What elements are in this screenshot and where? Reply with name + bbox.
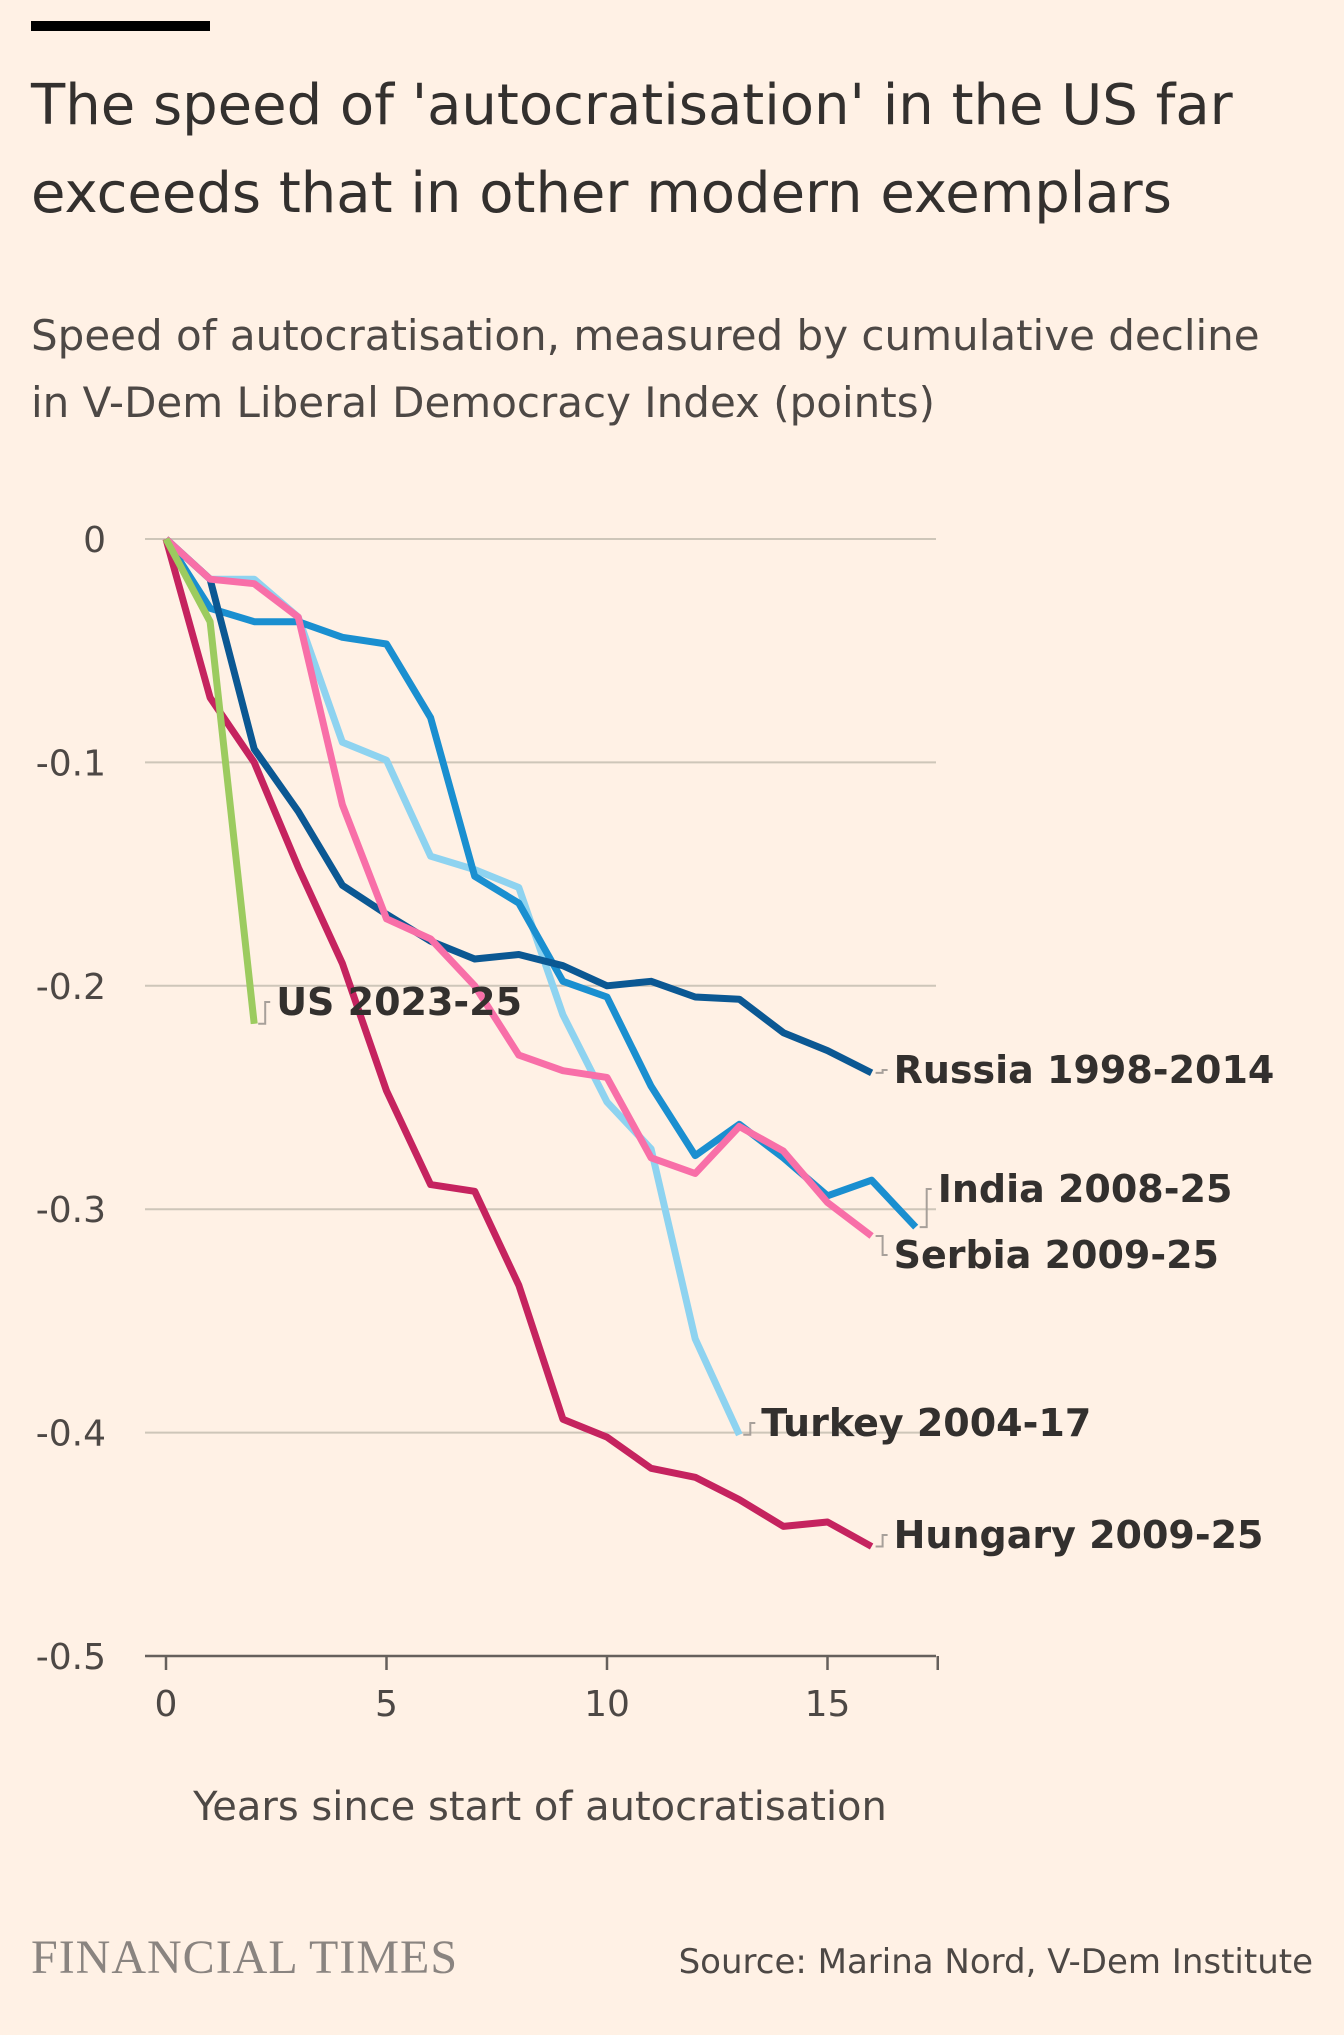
label-leader <box>875 1534 888 1548</box>
series-label-serbia: Serbia 2009-25 <box>894 1233 1219 1277</box>
series-line-russia <box>163 536 874 1077</box>
chart-subtitle: Speed of autocratisation, measured by cu… <box>31 311 1260 427</box>
label-leader <box>875 1069 888 1074</box>
series-label-india: India 2008-25 <box>938 1167 1233 1211</box>
x-tick-label: 5 <box>375 1684 398 1725</box>
line-chart: 0 -0.1 -0.2 -0.3 -0.4 -0.5 0 5 10 15 Years since s… <box>36 520 1275 1830</box>
series-label-russia: Russia 1998-2014 <box>894 1048 1275 1092</box>
page-title: The speed of 'autocratisation' in the US… <box>31 73 1233 226</box>
series-line-india <box>163 537 919 1230</box>
x-axis-label: Years since start of autocratisation <box>192 1784 887 1830</box>
series-line-serbia <box>163 536 874 1239</box>
label-leader <box>258 1001 271 1025</box>
series-line-hungary <box>162 538 874 1550</box>
series-label-hungary: Hungary 2009-25 <box>894 1513 1264 1557</box>
series-line-us <box>162 537 258 1025</box>
y-tick-label: -0.4 <box>36 1414 106 1455</box>
x-tick-label: 0 <box>155 1684 178 1725</box>
ft-logo: FINANCIAL TIMES <box>31 1931 459 1984</box>
y-tick-label: -0.5 <box>36 1637 106 1678</box>
series-label-us: US 2023-25 <box>276 980 522 1024</box>
label-leader <box>875 1235 888 1256</box>
y-tick-label: -0.1 <box>36 743 106 784</box>
label-leader <box>743 1422 756 1436</box>
brand-rule <box>31 21 210 31</box>
source-note: Source: Marina Nord, V-Dem Institute <box>678 1942 1313 1982</box>
x-tick-label: 10 <box>584 1684 630 1725</box>
series-label-turkey: Turkey 2004-17 <box>761 1401 1091 1445</box>
y-tick-label: -0.3 <box>36 1190 106 1231</box>
y-tick-label: -0.2 <box>36 967 106 1008</box>
x-tick-label: 15 <box>805 1684 851 1725</box>
label-leader <box>919 1188 932 1229</box>
y-tick-label: 0 <box>83 520 106 561</box>
